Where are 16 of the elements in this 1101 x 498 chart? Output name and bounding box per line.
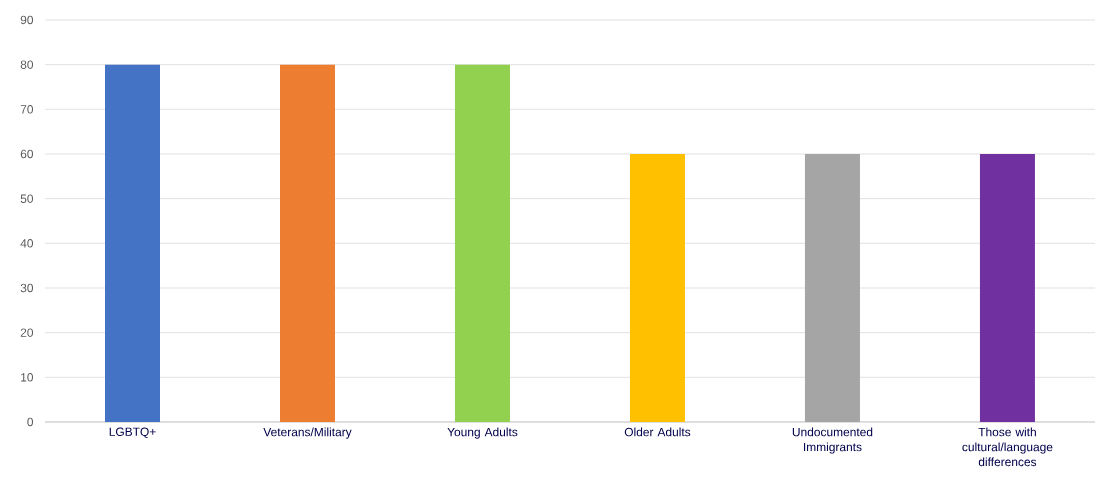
y-tick-label: 80 [20, 60, 34, 69]
y-tick-label: 10 [21, 373, 34, 382]
x-tick-label: Young Adults [447, 427, 518, 439]
x-tick-label: Older Adults [624, 427, 691, 437]
y-tick-label: 40 [20, 239, 34, 248]
x-tick-label: LGBTQ+ [109, 427, 156, 439]
y-tick-label: 20 [20, 328, 34, 337]
y-tick-label: 30 [20, 283, 34, 293]
y-tick-label: 70 [20, 105, 34, 114]
x-tick-label: Undocumented Immigrants [792, 427, 873, 454]
y-tick-label: 60 [20, 149, 34, 159]
y-tick-label: 0 [27, 417, 34, 427]
x-tick-label: Veterans/Military [263, 427, 352, 439]
y-tick-label: 90 [20, 15, 34, 25]
y-tick-label: 50 [20, 194, 34, 203]
x-tick-label: Those with cultural/language differences [962, 427, 1053, 467]
